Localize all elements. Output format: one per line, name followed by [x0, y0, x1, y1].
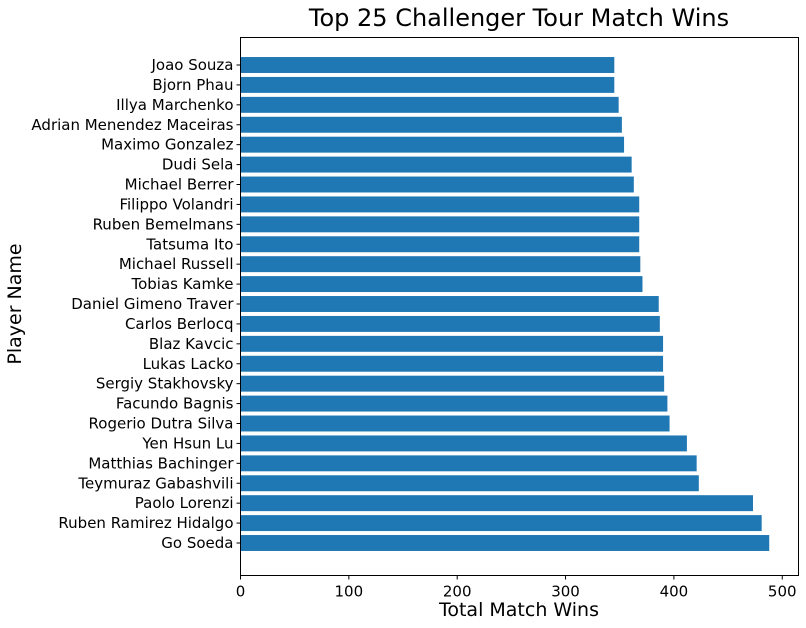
- x-tick-label: 200: [443, 583, 472, 601]
- y-tick-label: Carlos Berlocq: [125, 315, 234, 333]
- plot-frame: [240, 37, 799, 576]
- y-axis-label: Player Name: [4, 243, 26, 364]
- y-tick-label: Sergiy Stakhovsky: [96, 375, 234, 393]
- y-tick-label: Michael Berrer: [125, 176, 235, 194]
- bar: [240, 57, 615, 73]
- y-tick-label: Blaz Kavcic: [149, 335, 234, 353]
- bar: [240, 435, 687, 452]
- bar: [240, 76, 615, 93]
- y-tick-label: Teymuraz Gabashvili: [77, 474, 233, 492]
- y-tick-label: Maximo Gonzalez: [101, 136, 234, 154]
- y-tick-label: Rogerio Dutra Silva: [89, 415, 234, 433]
- x-tick-label: 0: [236, 583, 246, 601]
- y-tick-label: Dudi Sela: [162, 156, 234, 174]
- bar: [240, 495, 753, 512]
- y-tick-label: Yen Hsun Lu: [141, 434, 233, 452]
- y-tick-label: Filippo Volandri: [119, 195, 233, 213]
- bar: [240, 355, 664, 372]
- y-tick-label: Daniel Gimeno Traver: [71, 295, 234, 313]
- y-tick-label: Tobias Kamke: [130, 275, 233, 293]
- bar: [240, 415, 670, 432]
- y-tick-label: Paolo Lorenzi: [135, 494, 234, 512]
- y-axis-ticks: Joao Souza Bjorn Phau Illya Marchenko Adria…: [31, 56, 241, 552]
- bar: [240, 515, 762, 532]
- bar: [240, 296, 659, 312]
- bar: [240, 216, 640, 233]
- bar: [240, 236, 640, 253]
- x-tick-label: 500: [768, 583, 797, 601]
- y-tick-label: Tatsuma Ito: [145, 235, 233, 253]
- y-tick-label: Michael Russell: [119, 255, 234, 273]
- bar: [240, 535, 770, 551]
- y-tick-label: Facundo Bagnis: [116, 395, 234, 413]
- y-tick-label: Go Soeda: [161, 534, 233, 552]
- x-axis-label: Total Match Wins: [438, 599, 599, 621]
- chart-title: Top 25 Challenger Tour Match Wins: [308, 4, 729, 32]
- bar: [240, 256, 641, 273]
- y-tick-label: Ruben Bemelmans: [93, 215, 234, 233]
- bar: [240, 455, 697, 472]
- x-tick-label: 300: [551, 583, 580, 601]
- x-tick-label: 400: [660, 583, 689, 601]
- y-tick-label: Illya Marchenko: [116, 96, 233, 114]
- bar: [240, 276, 643, 293]
- y-tick-label: Lukas Lacko: [143, 355, 234, 373]
- bar: [240, 395, 668, 412]
- bar: [240, 96, 619, 113]
- y-tick-label: Joao Souza: [150, 56, 233, 74]
- bar: [240, 196, 640, 213]
- y-tick-label: Bjorn Phau: [152, 76, 233, 94]
- y-tick-label: Adrian Menendez Maceiras: [31, 116, 233, 134]
- bar: [240, 335, 664, 352]
- x-tick-label: 100: [335, 583, 364, 601]
- bars-group: [240, 57, 770, 551]
- y-tick-label: Matthias Bachinger: [88, 454, 234, 472]
- x-axis-ticks: 0 100 200 300 400 500: [236, 575, 797, 601]
- bar: [240, 315, 660, 332]
- bar: [240, 156, 632, 173]
- bar: [240, 375, 665, 392]
- bar: [240, 136, 625, 153]
- bar: [240, 176, 634, 193]
- bar: [240, 116, 622, 133]
- bar: [240, 475, 699, 492]
- y-tick-label: Ruben Ramirez Hidalgo: [58, 514, 233, 532]
